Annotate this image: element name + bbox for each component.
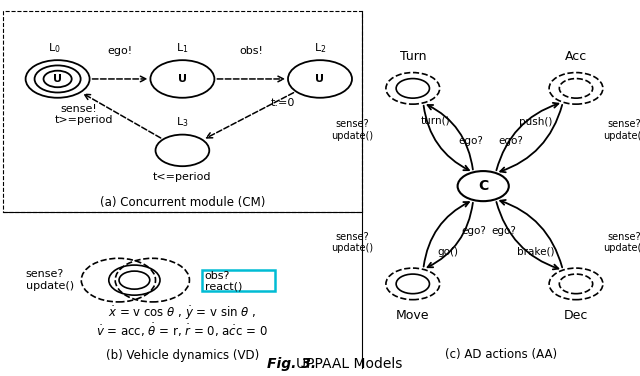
Text: ego?: ego? [498, 136, 523, 146]
Text: t:=0: t:=0 [270, 99, 295, 108]
Text: ego?: ego? [458, 136, 483, 146]
Text: Fig. 3.: Fig. 3. [267, 358, 316, 371]
FancyArrowPatch shape [424, 106, 469, 170]
Text: push(): push() [519, 117, 553, 127]
Text: sense?
update(): sense? update() [603, 232, 640, 253]
FancyArrowPatch shape [428, 203, 473, 267]
Text: L$_1$: L$_1$ [176, 41, 189, 55]
Text: sense?
update(): sense? update() [331, 232, 373, 253]
FancyArrowPatch shape [497, 103, 558, 170]
Text: $\dot{v}$ = acc, $\dot{\theta}$ = r, $\dot{r}$ = 0, a$\dot{c}$c = 0: $\dot{v}$ = acc, $\dot{\theta}$ = r, $\d… [97, 321, 268, 339]
Text: ego?: ego? [461, 226, 486, 236]
Text: obs!: obs! [239, 46, 263, 56]
Text: sense?: sense? [26, 270, 64, 279]
Text: Move: Move [396, 309, 429, 322]
Text: t>=period: t>=period [54, 115, 113, 125]
Bar [202, 270, 275, 291]
FancyArrowPatch shape [428, 105, 473, 170]
Text: L$_0$: L$_0$ [48, 41, 61, 55]
Text: $\dot{x}$ = v cos $\theta$ , $\dot{y}$ = v sin $\theta$ ,: $\dot{x}$ = v cos $\theta$ , $\dot{y}$ =… [108, 305, 257, 322]
Text: react(): react() [205, 282, 242, 292]
Text: (a) Concurrent module (CM): (a) Concurrent module (CM) [100, 196, 265, 209]
Text: Acc: Acc [565, 50, 587, 63]
FancyArrowPatch shape [207, 93, 294, 138]
Text: obs?: obs? [205, 271, 230, 281]
FancyArrowPatch shape [84, 94, 161, 138]
Text: U: U [53, 74, 62, 84]
FancyArrowPatch shape [217, 76, 284, 82]
Text: (b) Vehicle dynamics (VD): (b) Vehicle dynamics (VD) [106, 349, 259, 362]
FancyArrowPatch shape [92, 76, 146, 82]
Bar [3, 11, 362, 212]
Text: L$_2$: L$_2$ [314, 41, 326, 55]
Text: (c) AD actions (AA): (c) AD actions (AA) [445, 348, 557, 361]
Text: C: C [478, 179, 488, 193]
Text: go(): go() [438, 247, 458, 257]
Text: sense?
update(): sense? update() [603, 119, 640, 141]
FancyArrowPatch shape [497, 202, 558, 269]
Text: U: U [316, 74, 324, 84]
Text: t<=period: t<=period [153, 172, 212, 182]
FancyArrowPatch shape [500, 105, 562, 172]
Text: U: U [178, 74, 187, 84]
Text: ego!: ego! [108, 46, 132, 56]
FancyArrowPatch shape [424, 202, 469, 267]
Text: update(): update() [26, 281, 74, 291]
Text: L$_3$: L$_3$ [176, 115, 189, 129]
Text: sense!: sense! [61, 104, 97, 114]
Text: ego?: ego? [492, 226, 516, 236]
Text: sense?
update(): sense? update() [331, 119, 373, 141]
Text: brake(): brake() [517, 247, 555, 257]
Text: Dec: Dec [564, 309, 588, 322]
Text: Turn: Turn [399, 50, 426, 63]
FancyArrowPatch shape [500, 200, 562, 267]
Text: UPPAAL Models: UPPAAL Models [296, 358, 402, 371]
Text: turn(): turn() [420, 115, 450, 125]
